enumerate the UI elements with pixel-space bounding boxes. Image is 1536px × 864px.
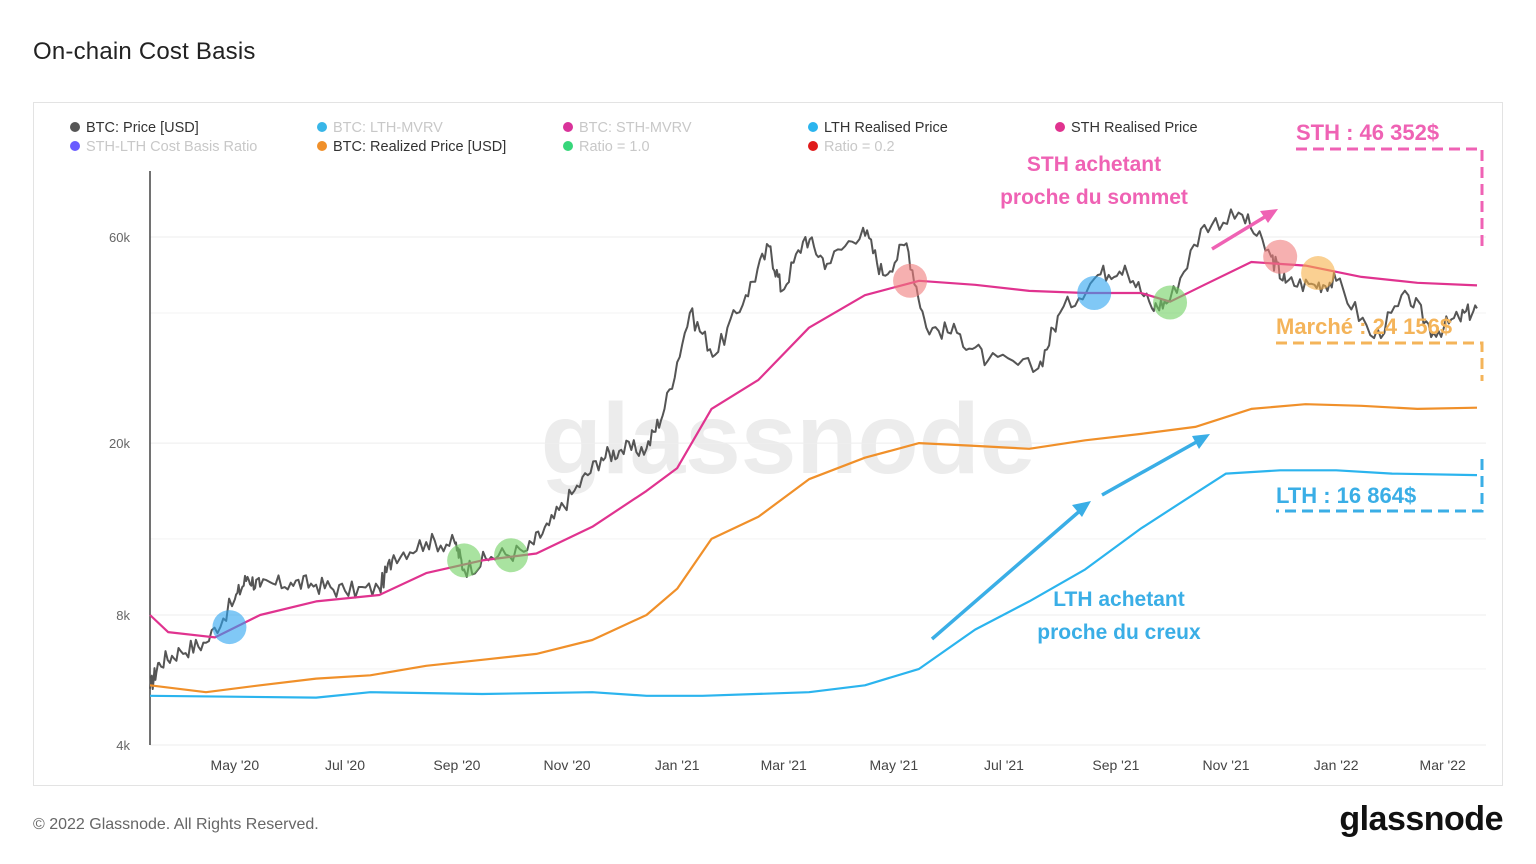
series-line-sth-realised-price bbox=[149, 260, 1478, 639]
x-tick-label: Jan '21 bbox=[655, 757, 700, 773]
annotation-circle-marker bbox=[1077, 276, 1112, 311]
legend-swatch bbox=[317, 122, 327, 132]
legend-label: Ratio = 1.0 bbox=[579, 139, 650, 155]
legend-swatch bbox=[1055, 122, 1065, 132]
watermark-text: glassnode bbox=[541, 383, 1036, 495]
sth-bracket bbox=[1296, 147, 1484, 250]
sth-note-line1: STH achetant bbox=[1027, 153, 1161, 176]
legend-label: BTC: STH-MVRV bbox=[579, 120, 692, 136]
page-title: On-chain Cost Basis bbox=[33, 38, 256, 65]
market-bracket bbox=[1276, 341, 1484, 381]
y-tick-label: 60k bbox=[109, 230, 130, 245]
legend-swatch bbox=[563, 141, 573, 151]
x-tick-label: Jul '21 bbox=[984, 757, 1024, 773]
x-tick-label: May '21 bbox=[870, 757, 919, 773]
series-line-lth-realised-price bbox=[149, 469, 1478, 699]
lth-value-label: LTH : 16 864$ bbox=[1276, 483, 1416, 508]
x-tick-label: Mar '21 bbox=[761, 757, 807, 773]
legend-swatch bbox=[70, 141, 80, 151]
x-tick-label: Sep '20 bbox=[433, 757, 480, 773]
legend-label: STH-LTH Cost Basis Ratio bbox=[86, 139, 257, 155]
y-tick-label: 4k bbox=[116, 738, 130, 753]
series-line-btc-price-usd bbox=[149, 208, 1478, 690]
legend-swatch bbox=[808, 122, 818, 132]
annotation-circle-marker bbox=[1301, 256, 1336, 291]
x-tick-label: Nov '21 bbox=[1203, 757, 1250, 773]
market-value-label: Marché : 24 156$ bbox=[1276, 314, 1452, 339]
legend-label: Ratio = 0.2 bbox=[824, 139, 895, 155]
annotation-circle-marker bbox=[1263, 239, 1298, 274]
x-tick-label: Jul '20 bbox=[325, 757, 365, 773]
sth-value-label: STH : 46 352$ bbox=[1296, 120, 1439, 145]
lth-bracket bbox=[1276, 459, 1484, 513]
x-tick-label: Nov '20 bbox=[544, 757, 591, 773]
copyright-text: © 2022 Glassnode. All Rights Reserved. bbox=[33, 816, 319, 833]
sth-note-line2: proche du sommet bbox=[1000, 186, 1188, 209]
series-line-btc-realized-price-usd bbox=[149, 403, 1478, 694]
annotation-circle-marker bbox=[494, 538, 529, 573]
legend-swatch bbox=[317, 141, 327, 151]
annotation-circle-marker bbox=[447, 543, 482, 578]
lth-arrowhead bbox=[1072, 501, 1091, 517]
legend-label: LTH Realised Price bbox=[824, 120, 948, 136]
glassnode-logo: glassnode bbox=[1339, 800, 1503, 838]
annotation-circle-marker bbox=[1153, 285, 1188, 320]
legend-label: BTC: LTH-MVRV bbox=[333, 120, 443, 136]
y-tick-label: 20k bbox=[109, 436, 130, 451]
legend-label: BTC: Realized Price [USD] bbox=[333, 139, 506, 155]
annotation-circle-marker bbox=[893, 263, 928, 298]
lth-arrow-line bbox=[1101, 438, 1201, 497]
legend-swatch bbox=[808, 141, 818, 151]
sth-arrow-line bbox=[1211, 213, 1269, 251]
x-tick-label: May '20 bbox=[211, 757, 260, 773]
legend-label: BTC: Price [USD] bbox=[86, 120, 199, 136]
lth-note-line2: proche du creux bbox=[1037, 621, 1201, 644]
chart-svg: glassnode 60k 20k 8k 4k May '20 Jul '20 Sep '20… bbox=[70, 120, 1486, 773]
x-tick-label: Jan '22 bbox=[1314, 757, 1359, 773]
lth-arrow-line bbox=[930, 507, 1084, 641]
sth-arrowhead bbox=[1260, 209, 1278, 223]
x-tick-label: Mar '22 bbox=[1420, 757, 1466, 773]
lth-note-line1: LTH achetant bbox=[1053, 588, 1184, 611]
legend-label: STH Realised Price bbox=[1071, 120, 1198, 136]
lth-arrowhead bbox=[1192, 434, 1210, 449]
x-tick-label: Sep '21 bbox=[1092, 757, 1139, 773]
chart-frame: glassnode 60k 20k 8k 4k May '20 Jul '20 Sep '20… bbox=[33, 102, 1503, 786]
annotation-circle-marker bbox=[212, 610, 247, 645]
legend-swatch bbox=[563, 122, 573, 132]
legend-swatch bbox=[70, 122, 80, 132]
y-tick-label: 8k bbox=[116, 608, 130, 623]
